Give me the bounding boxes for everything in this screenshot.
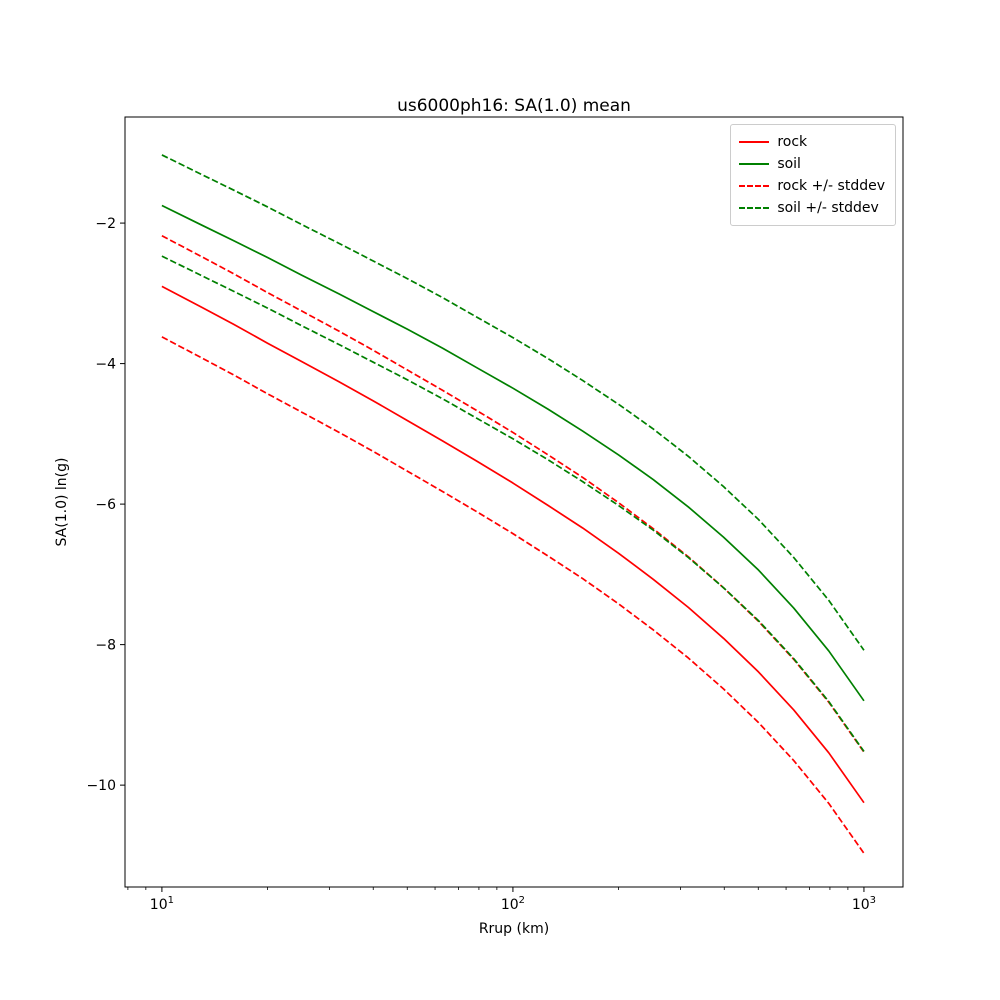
legend-item: soil +/- stddev bbox=[739, 197, 885, 219]
x-axis-label: Rrup (km) bbox=[478, 921, 550, 937]
plot-line-rock-upper-stddev bbox=[161, 234, 865, 753]
axes-spines bbox=[124, 116, 904, 888]
x-tick-label: 102 bbox=[501, 895, 525, 913]
y-tick-label: −10 bbox=[86, 778, 116, 794]
plot-line-soil bbox=[161, 204, 865, 702]
x-tick-label: 101 bbox=[150, 895, 174, 913]
legend-label: soil +/- stddev bbox=[777, 200, 879, 216]
chart-title: us6000ph16: SA(1.0) mean bbox=[397, 96, 631, 116]
y-tick-label: −6 bbox=[95, 497, 116, 513]
plot-line-soil-lower-stddev bbox=[161, 255, 865, 752]
legend-label: rock +/- stddev bbox=[777, 178, 885, 194]
y-tick-label: −8 bbox=[95, 638, 116, 654]
legend-line-sample bbox=[739, 207, 770, 209]
plot-line-rock-lower-stddev bbox=[161, 336, 865, 854]
legend-line-sample bbox=[739, 141, 770, 143]
x-tick-label: 103 bbox=[852, 895, 876, 913]
legend-label: soil bbox=[777, 156, 801, 172]
legend-line-sample bbox=[739, 185, 770, 187]
y-tick-label: −4 bbox=[95, 357, 116, 373]
y-axis-label: SA(1.0) ln(g) bbox=[54, 457, 70, 547]
plot-line-rock bbox=[161, 285, 865, 804]
plot-line-soil-upper-stddev bbox=[161, 154, 865, 651]
y-tick-label: −2 bbox=[95, 216, 116, 232]
legend: rock soil rock +/- stddev soil +/- stddev bbox=[730, 124, 896, 226]
legend-line-sample bbox=[739, 163, 770, 165]
legend-item: rock +/- stddev bbox=[739, 175, 885, 197]
legend-item: soil bbox=[739, 153, 885, 175]
legend-item: rock bbox=[739, 131, 885, 153]
legend-label: rock bbox=[777, 134, 808, 150]
